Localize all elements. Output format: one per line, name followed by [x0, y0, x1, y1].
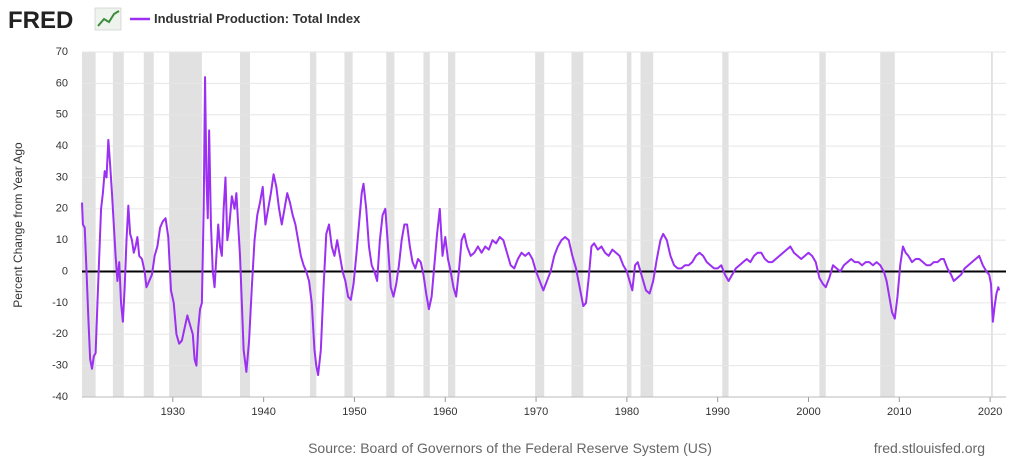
- y-tick-label: -40: [52, 391, 68, 403]
- recession-band: [535, 52, 545, 397]
- logo: FRED: [8, 7, 73, 34]
- x-tick-label: 1970: [524, 406, 548, 418]
- recession-band: [309, 52, 317, 397]
- recession-band: [991, 52, 993, 397]
- recession-band: [112, 52, 124, 397]
- x-tick-label: 1990: [705, 406, 729, 418]
- x-tick-label: 1960: [433, 406, 457, 418]
- y-tick-label: 30: [56, 171, 68, 183]
- x-tick-label: 2020: [978, 406, 1002, 418]
- x-tick-label: 2000: [796, 406, 820, 418]
- y-tick-label: -20: [52, 328, 68, 340]
- series-line: [81, 76, 1001, 377]
- x-tick-label: 1950: [342, 406, 366, 418]
- y-tick-label: 10: [56, 234, 68, 246]
- recession-band: [626, 52, 632, 397]
- y-tick-label: 50: [56, 109, 68, 121]
- y-tick-label: -10: [52, 297, 68, 309]
- recession-band: [82, 52, 96, 397]
- recession-band: [880, 52, 895, 397]
- source: Source: Board of Governors of the Federa…: [308, 440, 712, 456]
- recession-band: [386, 52, 395, 397]
- y-tick-label: 60: [56, 77, 68, 89]
- y-tick-label: 0: [62, 265, 68, 277]
- x-tick-label: 1980: [615, 406, 639, 418]
- recession-band: [571, 52, 584, 397]
- y-tick-label: 20: [56, 203, 68, 215]
- recession-band: [143, 52, 154, 397]
- recession-band: [447, 52, 456, 397]
- recession-band: [169, 52, 202, 397]
- recession-band: [722, 52, 729, 397]
- x-tick-label: 2010: [887, 406, 911, 418]
- recession-band: [640, 52, 654, 397]
- recession-band: [240, 52, 250, 397]
- y-tick-label: -30: [52, 360, 68, 372]
- x-tick-label: 1930: [161, 406, 185, 418]
- legend-label: Industrial Production: Total Index: [154, 11, 361, 26]
- recession-band: [344, 52, 353, 397]
- site: fred.stlouisfed.org: [874, 440, 985, 456]
- y-axis-label: Percent Change from Year Ago: [11, 142, 25, 308]
- logo-icon: [94, 7, 122, 31]
- recession-band: [819, 52, 826, 397]
- y-tick-label: 40: [56, 140, 68, 152]
- recession-band: [423, 52, 430, 397]
- y-tick-label: 70: [56, 46, 68, 58]
- x-tick-label: 1940: [251, 406, 275, 418]
